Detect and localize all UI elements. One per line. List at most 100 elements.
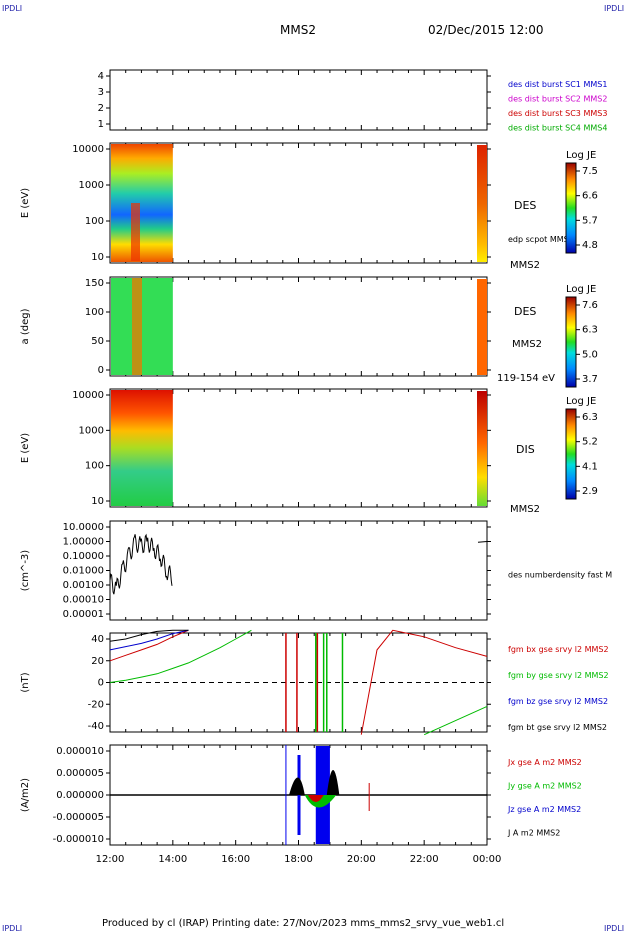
- panel-density-frame: [109, 520, 488, 621]
- mms2-label-2: MMS2: [512, 339, 542, 350]
- des-energy-spectrogram: [111, 144, 173, 262]
- time-tick-label: 18:00: [284, 854, 313, 865]
- panel-des-pitch-ytick-label: 100: [85, 307, 104, 318]
- panel-density-ytick-label: 0.10000: [63, 551, 104, 562]
- des-label-2: DES: [514, 305, 536, 318]
- panel-des-pitch-cbar-label: 3.7: [582, 374, 598, 385]
- time-tick-label: 20:00: [347, 854, 376, 865]
- panel-dis-energy-cbar-title: Log JE: [566, 396, 596, 407]
- corner-logo-tl: IPDLI: [2, 4, 23, 13]
- panel-density-ylabel: (cm^-3): [20, 550, 31, 591]
- des-pitch-hotspot: [132, 278, 142, 375]
- panel-des-pitch-ytick-label: 0: [98, 365, 104, 376]
- time-tick-label: 12:00: [96, 854, 125, 865]
- legend-sc-3: des dist burst SC3 MMS3: [508, 109, 607, 118]
- panel-sc-id-ytick-label: 4: [98, 71, 104, 82]
- panel-des-energy-cbar-title: Log JE: [566, 150, 596, 161]
- legend-sc-1: des dist burst SC1 MMS1: [508, 80, 607, 89]
- time-tick-label: 22:00: [410, 854, 439, 865]
- panel-current-ytick-label: -0.000010: [53, 834, 104, 845]
- bfield-legend-2: fgm by gse srvy l2 MMS2: [508, 671, 609, 680]
- panel-dis-energy-ytick-label: 1000: [79, 425, 104, 436]
- panel-des-energy-cbar-label: 7.5: [582, 166, 598, 177]
- mms2-label-1: MMS2: [510, 260, 540, 271]
- des-energy-spectrogram-late: [477, 145, 487, 262]
- scpot-label: edp scpot MMS2: [508, 235, 574, 244]
- dis-energy-spectrogram-late: [477, 391, 487, 506]
- panel-dis-energy-ytick-label: 100: [85, 461, 104, 472]
- dis-label: DIS: [516, 443, 535, 456]
- corner-logo-tr: IPDLI: [604, 4, 625, 13]
- panel-des-pitch-cbar-label: 6.3: [582, 325, 598, 336]
- panel-dis-energy-cbar-label: 6.3: [582, 412, 598, 423]
- mms2-label-3: MMS2: [510, 504, 540, 515]
- panel-des-energy-cbar-label: 6.6: [582, 191, 598, 202]
- panel-des-energy-ytick-label: 1000: [79, 180, 104, 191]
- panel-density-ytick-label: 0.00010: [63, 595, 104, 606]
- panel-dis-energy-cbar-label: 5.2: [582, 437, 598, 448]
- panel-des-pitch-cbar-title: Log JE: [566, 284, 596, 295]
- bfield-legend-3: fgm bz gse srvy l2 MMS2: [508, 697, 608, 706]
- panel-des-pitch-ytick-label: 150: [85, 278, 104, 289]
- bfield-legend-4: fgm bt gse srvy l2 MMS2: [508, 723, 607, 732]
- panel-des-pitch-cbar-label: 7.6: [582, 300, 598, 311]
- panel-bfield-ytick-label: 0: [98, 678, 104, 689]
- panel-des-energy-cbar-label: 4.8: [582, 240, 598, 251]
- des-energy-hotspot: [131, 203, 140, 261]
- panel-des-energy-cbar-label: 5.7: [582, 215, 598, 226]
- panel-dis-energy-cbar-label: 2.9: [582, 486, 598, 497]
- dis-energy-spectrogram: [111, 390, 173, 506]
- date-title: 02/Dec/2015 12:00: [428, 23, 544, 37]
- panel-bfield-ytick-label: -40: [88, 721, 104, 732]
- current-j-peak-1: [289, 777, 305, 795]
- panel-sc-id-frame: [109, 69, 488, 131]
- des-label: DES: [514, 199, 536, 212]
- panel-des-pitch-ytick-label: 50: [91, 336, 104, 347]
- panel-bfield-ylabel: (nT): [20, 672, 31, 692]
- panel-sc-id-ytick-label: 1: [98, 119, 104, 130]
- panel-sc-id-ytick-label: 3: [98, 87, 104, 98]
- density-line: [109, 533, 173, 595]
- corner-logo-bl: IPDLI: [2, 924, 23, 933]
- des-pitch-spectrogram-late: [477, 279, 487, 375]
- panel-current-ytick-label: 0.000010: [56, 746, 104, 757]
- panel-bfield-ytick-label: -20: [88, 699, 104, 710]
- panel-sc-id-ytick-label: 2: [98, 103, 104, 114]
- current-legend-4: J A m2 MMS2: [507, 829, 560, 838]
- panel-density-ytick-label: 0.00001: [63, 609, 104, 620]
- density-line-late: [477, 541, 488, 543]
- footer-credits: Produced by cl (IRAP) Printing date: 27/…: [102, 918, 505, 929]
- current-j-peak-2: [326, 770, 340, 795]
- panel-dis-energy-ylabel: E (eV): [20, 433, 31, 463]
- bfield-series-2: [109, 629, 488, 736]
- panel-current-ytick-label: 0.000005: [56, 768, 104, 779]
- panel-des-energy-colorbar: [565, 162, 577, 254]
- bfield-series-1: [109, 629, 488, 735]
- panel-bfield-ytick-label: 20: [91, 656, 104, 667]
- panel-dis-energy-ytick-label: 10: [91, 496, 104, 507]
- legend-sc-2: des dist burst SC2 MMS2: [508, 95, 607, 104]
- current-jx-dip: [307, 795, 324, 802]
- current-legend-1: Jx gse A m2 MMS2: [507, 758, 582, 767]
- panel-current-ytick-label: 0.000000: [56, 790, 104, 801]
- panel-des-energy-ytick-label: 10: [91, 252, 104, 263]
- panel-des-pitch-colorbar: [565, 296, 577, 388]
- panel-density-ytick-label: 10.0000: [63, 522, 104, 533]
- panel-current-ytick-label: -0.000005: [53, 812, 104, 823]
- legend-sc-4: des dist burst SC4 MMS4: [508, 124, 607, 133]
- energy-range-label: 119-154 eV: [497, 373, 555, 384]
- panel-des-pitch-cbar-label: 5.0: [582, 349, 598, 360]
- panel-dis-energy-ytick-label: 10000: [72, 390, 104, 401]
- current-legend-3: Jz gse A m2 MMS2: [507, 805, 581, 814]
- current-legend-2: Jy gse A m2 MMS2: [507, 782, 582, 791]
- panel-density-ytick-label: 0.00100: [63, 580, 104, 591]
- panel-des-energy-ytick-label: 10000: [72, 144, 104, 155]
- panel-des-pitch-ylabel: a (deg): [20, 308, 31, 344]
- panel-des-energy-ylabel: E (eV): [20, 188, 31, 218]
- corner-logo-br: IPDLI: [604, 924, 625, 933]
- panel-density-ytick-label: 1.00000: [63, 537, 104, 548]
- panel-des-energy-ytick-label: 100: [85, 216, 104, 227]
- time-tick-label: 14:00: [158, 854, 187, 865]
- bfield-legend-1: fgm bx gse srvy l2 MMS2: [508, 645, 609, 654]
